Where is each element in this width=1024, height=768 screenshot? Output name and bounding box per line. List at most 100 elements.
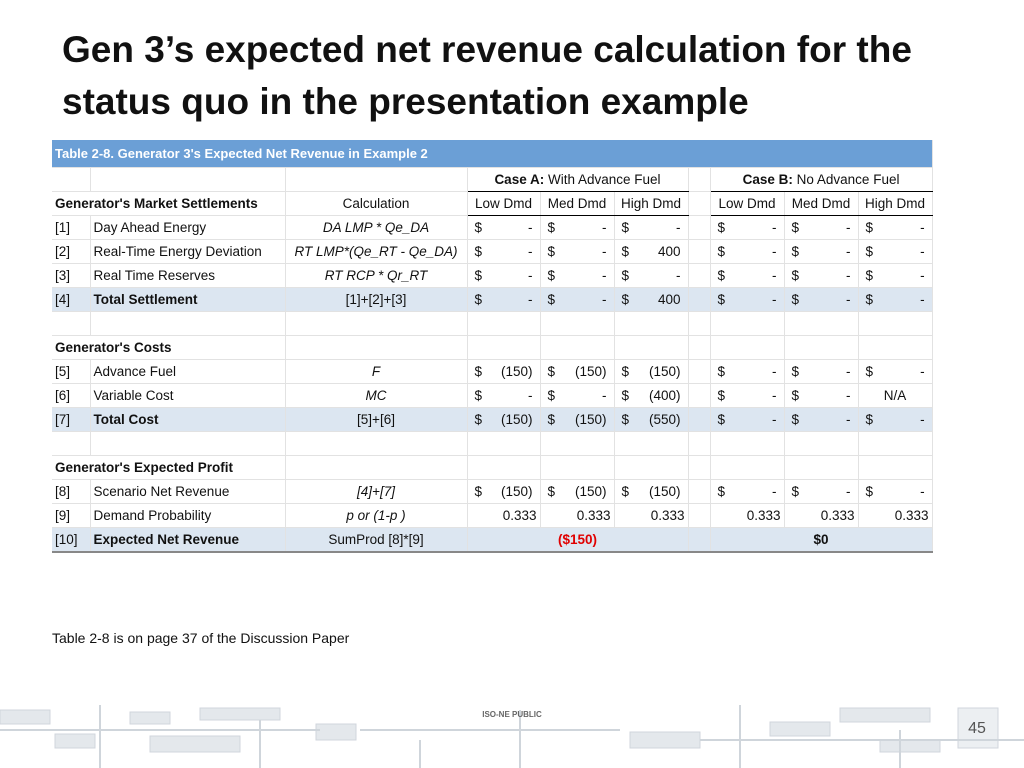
currency: $	[474, 412, 483, 427]
value-cell: $ -	[784, 239, 859, 264]
cell-value: -	[772, 388, 777, 403]
table-row: [4] Total Settlement [1]+[2]+[3] $ - $ - $400 $ -…	[52, 287, 933, 312]
currency: $	[474, 292, 483, 307]
value-cell: $ -	[540, 287, 615, 312]
value-cell: 0.333	[614, 503, 689, 528]
money-cell: $ -	[788, 364, 855, 379]
empty-cell	[784, 311, 859, 336]
money-cell: $ -	[618, 220, 685, 235]
money-cell: $ (150)	[618, 484, 685, 499]
empty-cell	[784, 431, 859, 456]
money-cell: $400	[618, 292, 685, 307]
cell-value: (150)	[500, 484, 533, 499]
empty-cell	[688, 407, 711, 432]
currency: $	[474, 268, 483, 283]
empty-cell	[858, 311, 933, 336]
empty-cell	[285, 431, 468, 456]
value-cell: $ (150)	[614, 359, 689, 384]
money-cell: $ -	[544, 268, 611, 283]
money-cell: $ -	[471, 268, 537, 283]
slide-title: Gen 3’s expected net revenue calculation…	[62, 29, 912, 122]
money-cell: $ -	[862, 484, 929, 499]
table-row: [5] Advance Fuel F $ (150) $ (150) $ (150) $ - $ - $ -	[52, 359, 933, 384]
cell-value: (150)	[574, 412, 607, 427]
calculation: RT LMP*(Qe_RT - Qe_DA)	[285, 239, 468, 264]
currency: $	[717, 364, 726, 379]
cell-value: -	[846, 268, 851, 283]
currency: $	[474, 364, 483, 379]
currency: $	[865, 484, 874, 499]
table-row: [2] Real-Time Energy Deviation RT LMP*(Qe_…	[52, 239, 933, 264]
currency: $	[717, 388, 726, 403]
cell-value: -	[772, 292, 777, 307]
row-label: Total Settlement	[90, 287, 286, 312]
empty-cell	[90, 311, 286, 336]
money-cell: $ -	[714, 412, 781, 427]
value-cell: $ -	[784, 287, 859, 312]
empty-cell	[614, 455, 689, 480]
currency: $	[791, 484, 800, 499]
case-header: Case B: No Advance Fuel	[710, 167, 933, 192]
currency: $	[865, 244, 874, 259]
cell-value: -	[528, 244, 533, 259]
case-a-total: ($150)	[467, 527, 689, 553]
value-cell: $ -	[540, 383, 615, 408]
value-cell: $ -	[710, 215, 785, 240]
currency: $	[547, 220, 556, 235]
cell-value: (400)	[648, 388, 681, 403]
money-cell: $ -	[788, 268, 855, 283]
section-label: Generator's Costs	[52, 335, 286, 360]
money-cell: $ -	[862, 412, 929, 427]
empty-cell	[614, 311, 689, 336]
footnote: Table 2-8 is on page 37 of the Discussio…	[52, 630, 350, 646]
value-cell: $ (400)	[614, 383, 689, 408]
cell-value: -	[528, 388, 533, 403]
value-cell: $400	[614, 287, 689, 312]
cell-value: (150)	[500, 412, 533, 427]
column-header: High Dmd	[858, 191, 933, 216]
table-body: Table 2-8. Generator 3's Expected Net Re…	[52, 140, 933, 553]
empty-cell	[614, 335, 689, 360]
table-row: Generator's Market Settlements Calculatio…	[52, 191, 933, 216]
currency: $	[717, 244, 726, 259]
value-cell: $ (150)	[467, 407, 541, 432]
cell-value: -	[602, 220, 607, 235]
cell-value: -	[602, 268, 607, 283]
empty-cell	[688, 455, 711, 480]
footer-decoration	[0, 705, 1024, 768]
value-cell: $ -	[858, 215, 933, 240]
empty-cell	[688, 311, 711, 336]
case-header: Case A: With Advance Fuel	[467, 167, 689, 192]
calculation: F	[285, 359, 468, 384]
column-header: Generator's Market Settlements	[52, 191, 286, 216]
empty-cell	[784, 455, 859, 480]
money-cell: $ (150)	[471, 412, 537, 427]
currency: $	[621, 388, 630, 403]
cell-value: -	[846, 484, 851, 499]
currency: $	[717, 220, 726, 235]
value-cell: $ -	[540, 215, 615, 240]
currency: $	[474, 484, 483, 499]
table-row: [8] Scenario Net Revenue [4]+[7] $ (150) $ (15…	[52, 479, 933, 504]
cell-value: -	[772, 484, 777, 499]
cell-value: -	[772, 412, 777, 427]
value-cell: $ -	[784, 263, 859, 288]
currency: $	[791, 364, 800, 379]
empty-cell	[467, 431, 541, 456]
table-row: [6] Variable Cost MC $ - $ - $ (400) $ - $ - N/A	[52, 383, 933, 408]
empty-cell	[90, 167, 286, 192]
column-header: Low Dmd	[710, 191, 785, 216]
cell-value: 0.333	[746, 508, 781, 523]
row-number: [10]	[52, 527, 91, 553]
value-cell: 0.333	[540, 503, 615, 528]
money-cell: $ -	[788, 244, 855, 259]
row-number: [5]	[52, 359, 91, 384]
empty-cell	[614, 431, 689, 456]
value-cell: $ (550)	[614, 407, 689, 432]
case-b-total: $0	[710, 527, 933, 553]
cell-value: (550)	[648, 412, 681, 427]
empty-cell	[784, 335, 859, 360]
row-label: Real-Time Energy Deviation	[90, 239, 286, 264]
value-cell: $ (150)	[467, 359, 541, 384]
row-number: [3]	[52, 263, 91, 288]
